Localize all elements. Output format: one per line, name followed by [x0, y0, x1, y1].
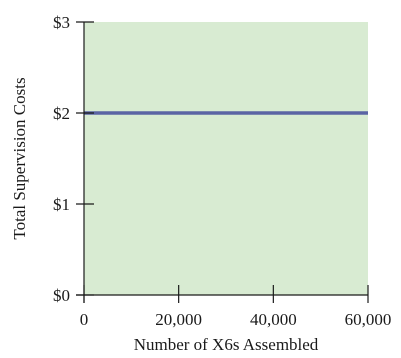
x-tick-label: 60,000 — [345, 310, 392, 329]
y-tick-label: $1 — [53, 195, 70, 214]
x-axis-title: Number of X6s Assembled — [134, 335, 319, 354]
y-tick-label: $2 — [53, 104, 70, 123]
x-tick-label: 0 — [80, 310, 89, 329]
y-tick-label: $3 — [53, 13, 70, 32]
x-tick-label: 20,000 — [155, 310, 202, 329]
plot-area — [84, 22, 368, 295]
y-ticks: $0 $1 $2 $3 — [53, 13, 94, 305]
y-axis-title: Total Supervision Costs — [10, 77, 29, 239]
x-ticks: 0 20,000 40,000 60,000 — [80, 285, 392, 329]
y-tick-label: $0 — [53, 286, 70, 305]
x-tick-label: 40,000 — [250, 310, 297, 329]
